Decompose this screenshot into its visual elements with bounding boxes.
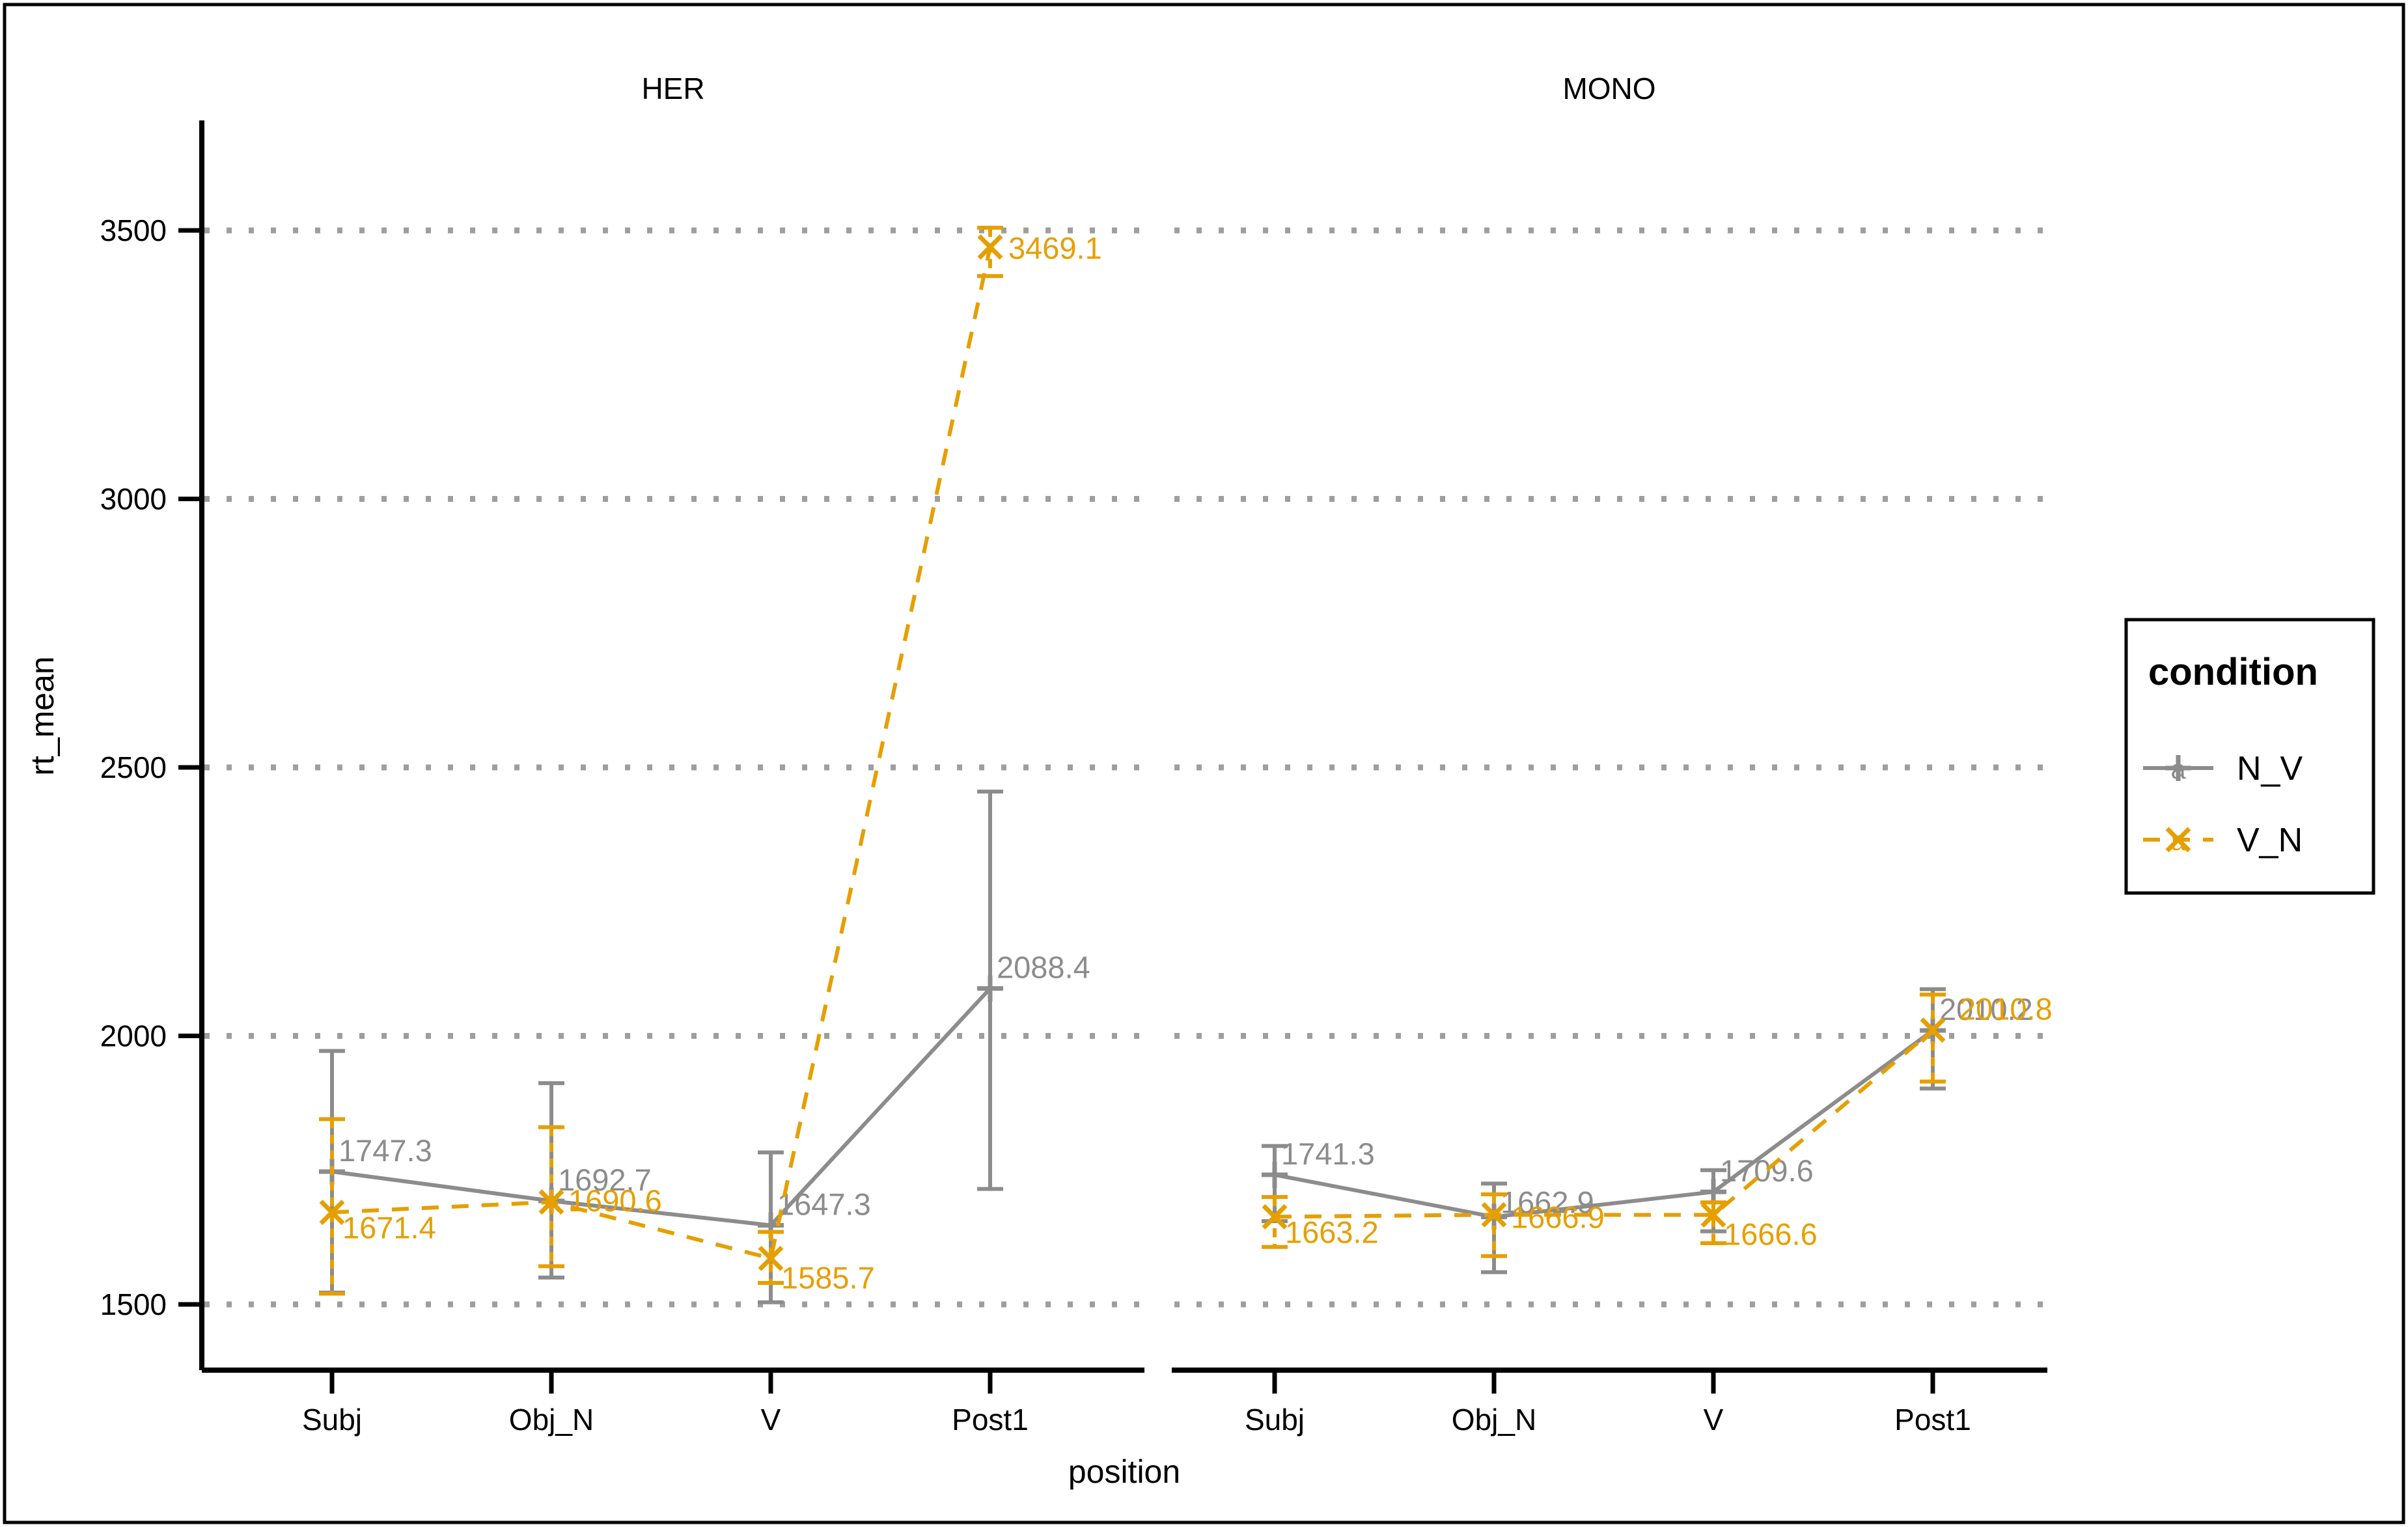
value-label-HER-V_N-Subj: 1671.4 <box>342 1211 436 1245</box>
facet-title-her: HER <box>641 72 704 105</box>
cross-marker-icon <box>1481 1202 1507 1228</box>
facet-title-mono: MONO <box>1562 72 1655 105</box>
y-axis-title: rt_mean <box>24 656 61 775</box>
legend: condition a N_V a V_N <box>2124 618 2375 895</box>
data-marks-group: 1747.3 1692.7 1647.3 2088.4 1671.4 1690.6 1585… <box>319 225 2053 1304</box>
value-label-MONO-N_V-V: 1709.6 <box>1720 1153 1814 1188</box>
cross-marker-icon <box>758 1245 784 1271</box>
cross-marker-icon <box>1700 1202 1726 1228</box>
y-tick-label-3500: 3500 <box>100 213 167 247</box>
series-line-MONO-V_N <box>1274 1028 1934 1219</box>
cross-marker-icon <box>319 1200 345 1226</box>
cross-marker-icon <box>538 1189 564 1215</box>
y-tick-label-2000: 2000 <box>100 1019 167 1053</box>
cross-marker-icon <box>2165 827 2191 853</box>
series-line-HER-N_V <box>331 987 992 1228</box>
legend-title: condition <box>2148 651 2318 693</box>
x-tick-label-V: V <box>1704 1403 1724 1437</box>
x-tick-label-Obj_N: Obj_N <box>509 1403 594 1437</box>
value-label-MONO-V_N-Subj: 1663.2 <box>1285 1215 1379 1249</box>
value-label-MONO-N_V-Subj: 1741.3 <box>1281 1136 1375 1171</box>
axes-group: 1500 2000 2500 3000 3500 Subj Obj_N V Post1 Subj O… <box>100 120 2047 1437</box>
plus-marker-icon <box>1262 1161 1288 1188</box>
plus-marker-icon <box>2165 755 2191 781</box>
x-tick-label-Subj: Subj <box>1245 1403 1305 1437</box>
value-label-HER-N_V-Obj_N: 1692.7 <box>558 1162 652 1197</box>
value-label-HER-V_N-Post1: 3469.1 <box>1008 230 1102 265</box>
value-label-MONO-V_N-V: 1666.6 <box>1724 1217 1818 1252</box>
y-tick-label-2500: 2500 <box>100 750 167 784</box>
legend-label-v-n: V_N <box>2237 821 2303 859</box>
gridlines-group <box>204 227 2045 1308</box>
value-label-HER-N_V-Post1: 2088.4 <box>997 950 1090 985</box>
x-tick-label-Obj_N: Obj_N <box>1452 1403 1536 1437</box>
value-label-HER-V_N-V: 1585.7 <box>781 1260 875 1295</box>
x-tick-label-Subj: Subj <box>302 1403 362 1437</box>
figure-border <box>3 3 2405 1524</box>
cross-marker-icon <box>1920 1017 1946 1043</box>
x-axis-title: position <box>1068 1453 1180 1490</box>
legend-label-n-v: N_V <box>2237 750 2303 788</box>
cross-marker-icon <box>977 234 1003 260</box>
value-label-HER-V_N-Obj_N: 1690.6 <box>568 1183 662 1218</box>
y-tick-label-3000: 3000 <box>100 482 167 516</box>
legend-item-v-n: a V_N <box>2143 821 2303 859</box>
value-label-HER-N_V-V: 1647.3 <box>777 1187 871 1221</box>
x-tick-label-Post1: Post1 <box>1894 1403 1971 1437</box>
series-line-HER-V_N <box>331 246 992 1261</box>
plus-marker-icon <box>977 975 1003 1002</box>
value-label-MONO-V_N-Post1: 2010.8 <box>1959 992 2053 1026</box>
x-tick-label-V: V <box>761 1403 781 1437</box>
series-line-MONO-N_V <box>1274 1028 1934 1219</box>
value-label-HER-N_V-Subj: 1747.3 <box>339 1133 432 1168</box>
y-tick-label-1500: 1500 <box>100 1287 167 1321</box>
x-tick-label-Post1: Post1 <box>952 1403 1029 1437</box>
value-label-MONO-N_V-Post1: 2010.2 <box>1939 992 2033 1026</box>
cross-marker-icon <box>1262 1204 1288 1230</box>
legend-item-n-v: a N_V <box>2143 750 2303 788</box>
value-label-MONO-V_N-Obj_N: 1666.9 <box>1511 1200 1605 1234</box>
